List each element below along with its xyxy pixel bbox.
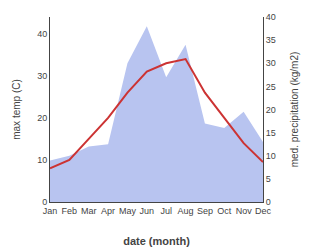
svg-text:10: 10 bbox=[37, 155, 47, 165]
svg-text:Dec: Dec bbox=[255, 206, 272, 216]
svg-text:15: 15 bbox=[266, 128, 276, 138]
svg-text:30: 30 bbox=[266, 58, 276, 68]
svg-text:Apr: Apr bbox=[101, 206, 115, 216]
svg-text:Mar: Mar bbox=[81, 206, 97, 216]
svg-text:date (month): date (month) bbox=[123, 235, 190, 247]
svg-text:40: 40 bbox=[266, 12, 276, 22]
svg-text:0: 0 bbox=[42, 197, 47, 207]
svg-text:May: May bbox=[119, 206, 137, 216]
svg-text:Aug: Aug bbox=[178, 206, 194, 216]
svg-text:25: 25 bbox=[266, 82, 276, 92]
svg-text:Jun: Jun bbox=[140, 206, 155, 216]
svg-text:Jan: Jan bbox=[43, 206, 58, 216]
svg-text:30: 30 bbox=[37, 71, 47, 81]
svg-text:20: 20 bbox=[266, 105, 276, 115]
svg-text:Jul: Jul bbox=[160, 206, 172, 216]
svg-text:20: 20 bbox=[37, 113, 47, 123]
svg-text:35: 35 bbox=[266, 35, 276, 45]
svg-text:Nov: Nov bbox=[236, 206, 253, 216]
svg-text:40: 40 bbox=[37, 29, 47, 39]
svg-text:Oct: Oct bbox=[217, 206, 232, 216]
svg-text:med. precipitation (kg/m2): med. precipitation (kg/m2) bbox=[289, 52, 300, 168]
svg-text:Sep: Sep bbox=[197, 206, 213, 216]
svg-text:10: 10 bbox=[266, 151, 276, 161]
svg-text:Feb: Feb bbox=[62, 206, 78, 216]
svg-text:0: 0 bbox=[266, 197, 271, 207]
svg-text:max temp (C): max temp (C) bbox=[11, 79, 22, 140]
svg-text:5: 5 bbox=[266, 174, 271, 184]
